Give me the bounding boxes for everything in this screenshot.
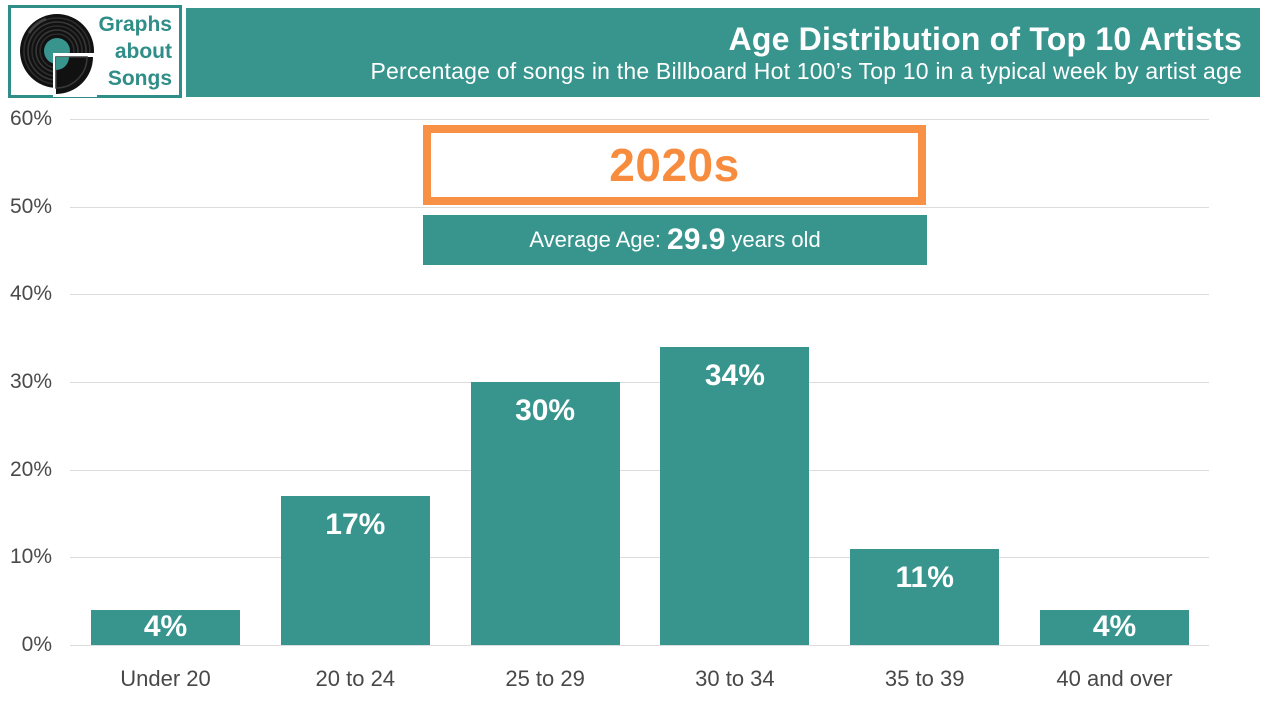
average-age-suffix: years old: [731, 227, 821, 252]
y-axis-tick-label: 30%: [9, 369, 52, 393]
gridline: [70, 381, 1209, 383]
x-category-label: 25 to 29: [505, 666, 585, 691]
gridline: [70, 294, 1209, 296]
gridline: [70, 557, 1209, 559]
page-subtitle: Percentage of songs in the Billboard Hot…: [370, 57, 1242, 84]
y-axis-tick-label: 0%: [21, 633, 52, 656]
x-category-label: 35 to 39: [884, 666, 965, 691]
brand-line-2: about: [114, 40, 172, 63]
y-axis-tick-label: 50%: [9, 194, 52, 218]
gridline: [70, 645, 1209, 646]
bar: 4%: [1040, 609, 1189, 645]
average-age-prefix: Average Age:: [529, 227, 662, 252]
y-axis-tick-label: 20%: [9, 457, 52, 481]
y-axis-tick-label: 60%: [9, 106, 52, 130]
average-age-value: 29.9: [667, 223, 726, 256]
x-category-label: 40 and over: [1056, 666, 1173, 691]
bar: 34%: [660, 346, 810, 645]
x-category-label: Under 20: [120, 666, 211, 691]
x-category-label: 30 to 34: [695, 666, 775, 691]
bar: 30%: [470, 381, 620, 645]
y-axis-tick-label: 10%: [9, 545, 52, 569]
vinyl-record-icon: [20, 14, 97, 97]
bar: 4%: [91, 609, 240, 645]
bar-value-label: 4%: [143, 610, 188, 644]
bar: 17%: [280, 495, 430, 645]
bar-value-label: 34%: [704, 358, 765, 392]
brand-name: Graphs about Songs: [98, 11, 172, 92]
decade-callout-box: 2020s: [423, 125, 926, 205]
bar-value-label: 11%: [895, 560, 954, 594]
page-title: Age Distribution of Top 10 Artists: [728, 20, 1242, 57]
y-axis-tick-label: 40%: [9, 282, 52, 306]
header-band: Age Distribution of Top 10 Artists Perce…: [186, 8, 1260, 97]
bar-value-label: 17%: [325, 507, 386, 541]
brand-line-3: Songs: [107, 67, 172, 90]
gridline: [70, 206, 1209, 208]
bar-value-label: 4%: [1092, 610, 1137, 644]
bar-value-label: 30%: [515, 393, 576, 427]
average-age-banner: Average Age: 29.9 years old: [423, 215, 927, 265]
gridline: [70, 118, 1209, 120]
bar: 11%: [850, 548, 1000, 645]
brand-logo-box: Graphs about Songs: [8, 5, 182, 98]
x-category-label: 20 to 24: [315, 666, 396, 691]
brand-line-1: Graphs: [98, 13, 172, 36]
gridline: [70, 469, 1209, 471]
decade-label: 2020s: [609, 139, 740, 191]
